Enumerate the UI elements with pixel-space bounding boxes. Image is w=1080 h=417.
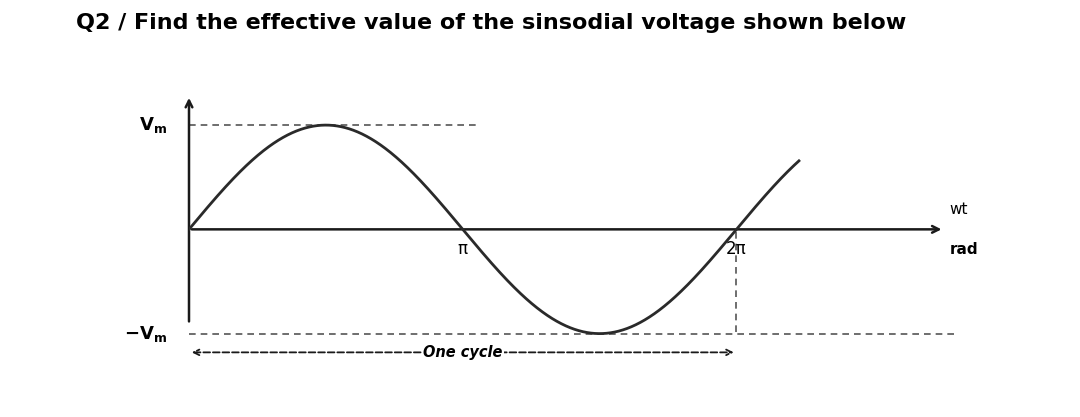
Text: $\mathbf{-V_m}$: $\mathbf{-V_m}$ [124,324,167,344]
Text: rad: rad [949,242,978,257]
Text: $\mathbf{V_m}$: $\mathbf{V_m}$ [139,115,167,135]
Text: 2π: 2π [726,240,747,258]
Text: wt: wt [949,202,968,217]
Text: π: π [458,240,468,258]
Text: One cycle: One cycle [423,345,502,360]
Text: Q2 / Find the effective value of the sinsodial voltage shown below: Q2 / Find the effective value of the sin… [76,13,906,33]
